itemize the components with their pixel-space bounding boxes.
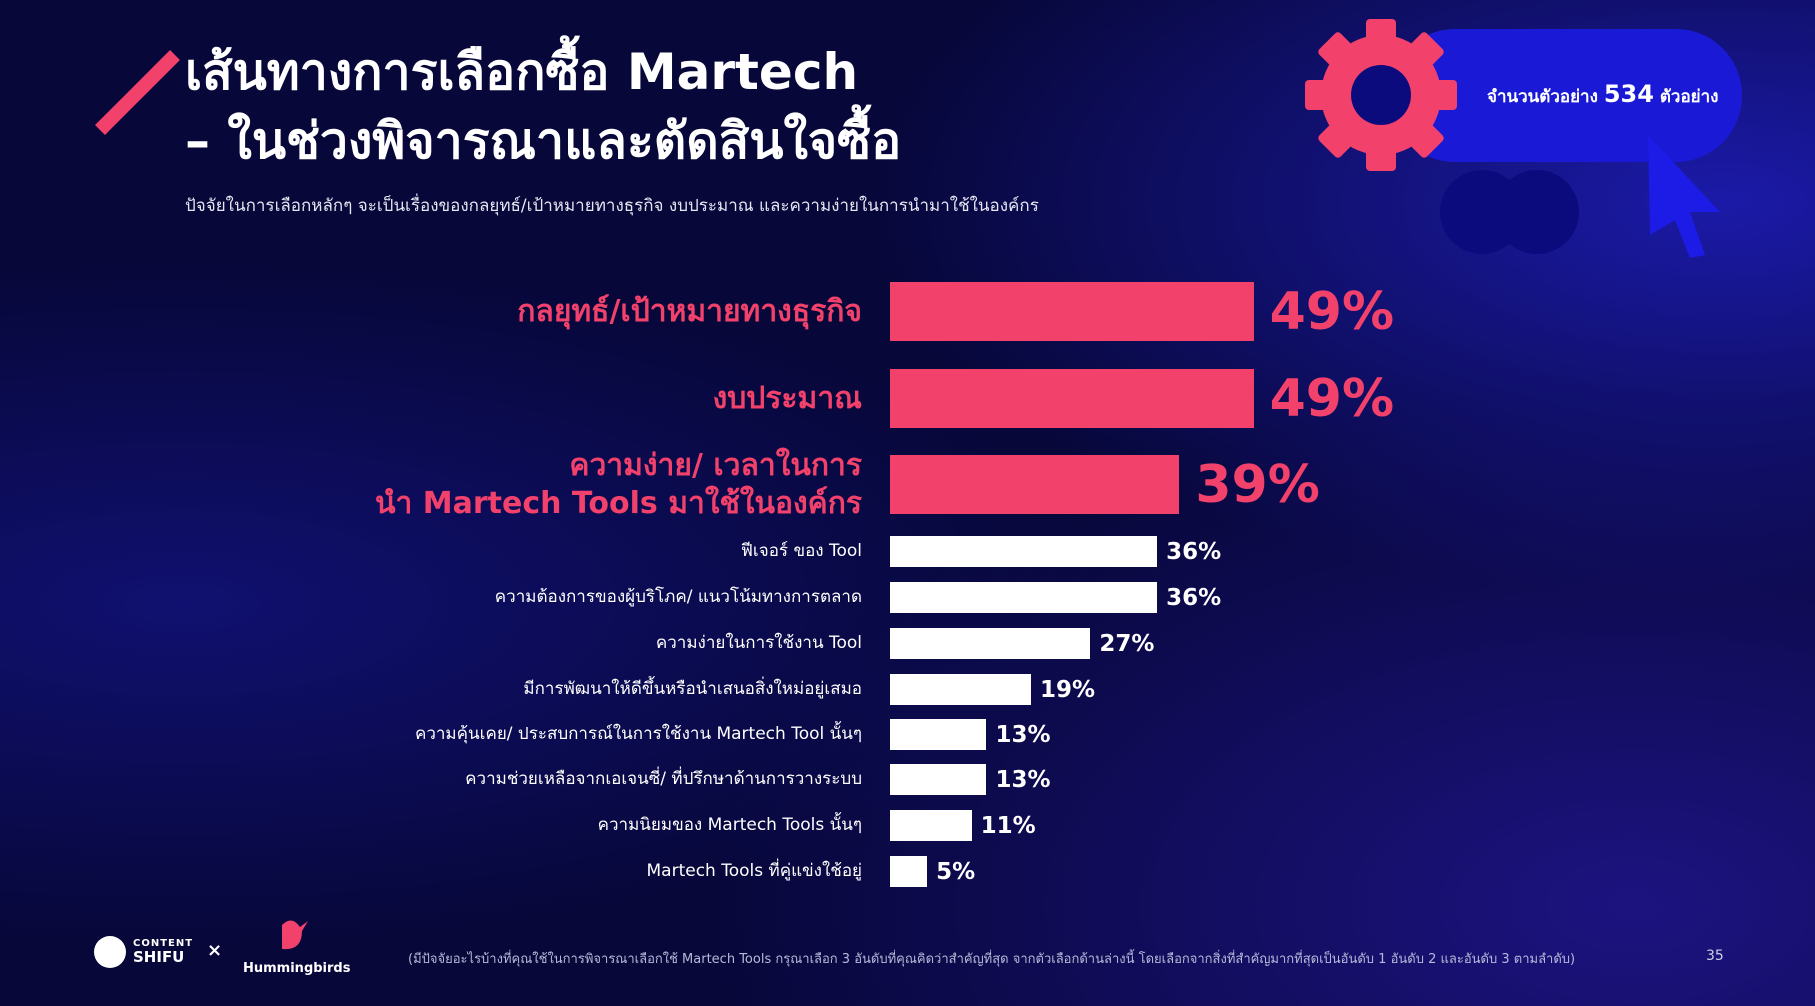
bar (890, 810, 972, 841)
value-label: 13% (995, 721, 1051, 748)
badge-unit: ตัวอย่าง (1659, 87, 1719, 107)
bar (890, 628, 1091, 659)
value-label: 11% (980, 812, 1036, 839)
value-label: 49% (1269, 281, 1395, 342)
title: เส้นทางการเลือกซื้อ Martech – ในช่วงพิจา… (185, 38, 901, 176)
value-label: 39% (1195, 454, 1320, 515)
badge-pill (1389, 29, 1742, 162)
bar (890, 455, 1180, 514)
value-label: 49% (1269, 368, 1395, 429)
bar (890, 282, 1254, 341)
category-label: ฟีเจอร์ ของ Tool (740, 541, 862, 561)
category-label: ความง่ายในการใช้งาน Tool (655, 633, 862, 653)
category-label: Martech Tools ที่คู่แข่งใช้อยู่ (646, 861, 862, 881)
bar (890, 369, 1254, 428)
category-label: มีการพัฒนาให้ดีขึ้นหรือนำเสนอสิ่งใหม่อยู… (523, 679, 862, 699)
category-label: ความง่าย/ เวลาในการ นำ Martech Tools มาใ… (374, 448, 862, 521)
bar (890, 764, 987, 795)
category-label: ความช่วยเหลือจากเอเจนซี่/ ที่ปรึกษาด้านก… (465, 769, 862, 789)
subtitle: ปัจจัยในการเลือกหลักๆ จะเป็นเรื่องของกลย… (185, 196, 1039, 216)
bar (890, 856, 928, 887)
value-label: 27% (1099, 630, 1155, 657)
title-line: – ในช่วงพิจารณาและตัดสินใจซื้อ (185, 112, 902, 170)
category-label: ความนิยมของ Martech Tools นั้นๆ (597, 815, 862, 835)
badge-label: จำนวนตัวอย่าง (1487, 87, 1598, 107)
logo-text: CONTENT (133, 938, 194, 949)
page-number: 35 (1706, 948, 1724, 964)
category-label: ความคุ้นเคย/ ประสบการณ์ในการใช้งาน Marte… (414, 724, 862, 744)
value-label: 36% (1166, 538, 1222, 565)
bar (890, 536, 1158, 567)
bar (890, 674, 1031, 705)
title-line: เส้นทางการเลือกซื้อ Martech (185, 43, 859, 101)
accent-slash (95, 50, 180, 135)
logo-text: SHIFU (133, 948, 185, 966)
sample-badge: จำนวนตัวอย่าง 534 ตัวอย่าง (1487, 80, 1718, 110)
value-label: 19% (1039, 676, 1096, 703)
bar (890, 582, 1158, 613)
cursor-icon (1648, 135, 1720, 258)
category-label: ความต้องการของผู้บริโภค/ แนวโน้มทางการตล… (494, 587, 862, 607)
badge-number: 534 (1603, 80, 1654, 108)
value-label: 36% (1166, 584, 1222, 611)
value-label: 5% (936, 858, 976, 885)
value-label: 13% (995, 766, 1051, 793)
bar (890, 719, 987, 750)
circle (1495, 170, 1579, 254)
logo-text: Hummingbirds (243, 961, 351, 976)
category-label: กลยุทธ์/เป้าหมายทางธุรกิจ (517, 293, 862, 329)
category-label: งบประมาณ (712, 380, 862, 416)
times-sign: × (207, 940, 223, 961)
logo-mark (94, 936, 126, 968)
gear-icon (1305, 19, 1457, 171)
bird-icon (282, 920, 308, 950)
footnote: (มีปัจจัยอะไรบ้างที่คุณใช้ในการพิจารณาเล… (408, 952, 1576, 967)
